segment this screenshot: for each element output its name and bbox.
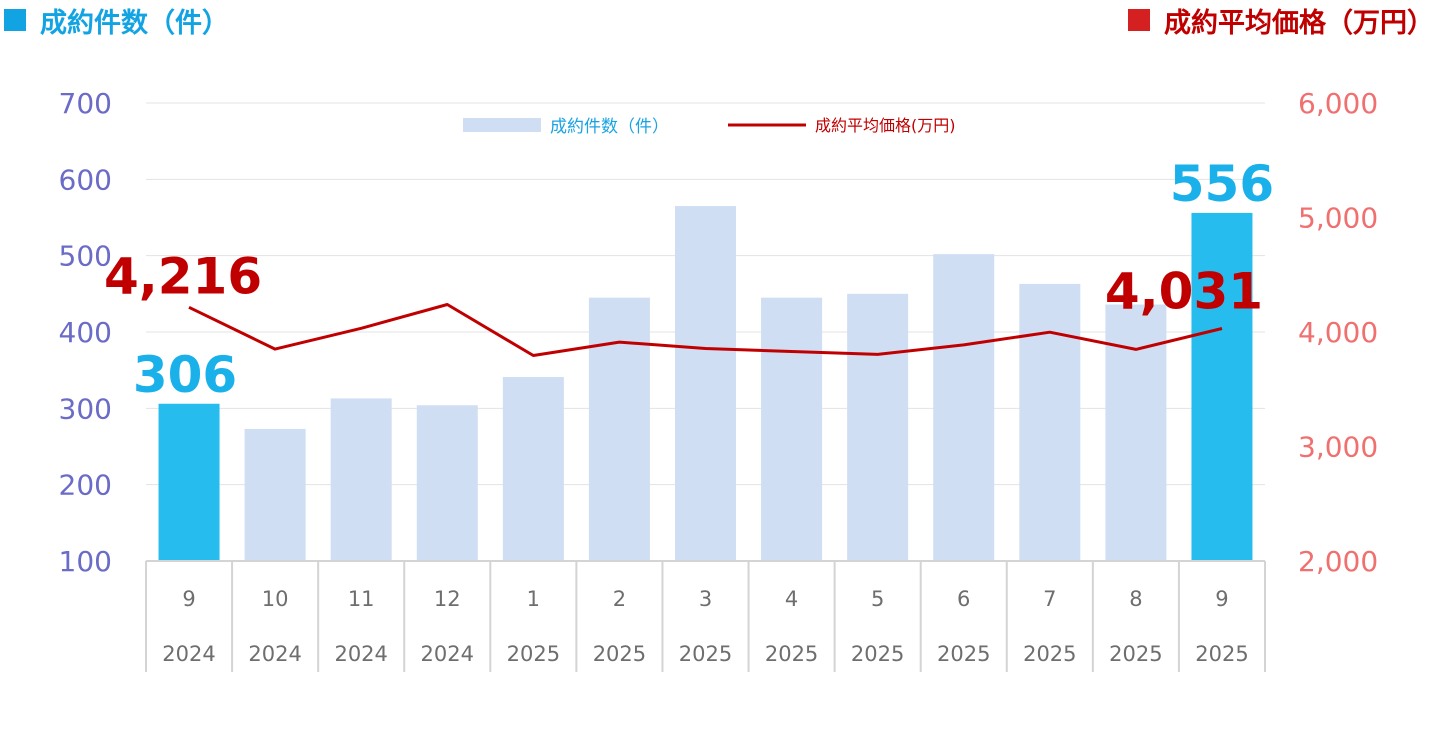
count-bar: [502, 377, 564, 561]
x-tick-month: 7: [1043, 587, 1056, 611]
count-bar: [416, 405, 478, 561]
count-bar: [1019, 283, 1081, 561]
right-tick-label: 2,000: [1298, 545, 1378, 578]
right-tick-label: 6,000: [1298, 87, 1378, 120]
left-tick-label: 600: [59, 163, 112, 196]
x-tick-month: 1: [527, 587, 540, 611]
count-bar: [244, 428, 306, 561]
x-tick-year: 2024: [248, 642, 301, 666]
count-bar: [933, 254, 995, 561]
x-tick-month: 12: [434, 587, 461, 611]
price-line: [188, 303, 1223, 357]
left-tick-label: 100: [59, 545, 112, 578]
left-axis-title: 成約件数（件）: [4, 0, 229, 40]
legend-bar-swatch-icon: [463, 118, 541, 132]
left-tick-label: 300: [59, 392, 112, 425]
right-tick-label: 4,000: [1298, 316, 1378, 349]
left-tick-label: 700: [59, 87, 112, 120]
x-tick-year: 2025: [593, 642, 646, 666]
count-bar: [761, 297, 823, 561]
x-tick-month: 10: [262, 587, 289, 611]
x-tick-year: 2024: [421, 642, 474, 666]
x-tick-month: 2: [613, 587, 626, 611]
x-tick-year: 2025: [1195, 642, 1248, 666]
x-tick-year: 2025: [851, 642, 904, 666]
legend-line-label: 成約平均価格(万円): [815, 116, 956, 135]
x-tick-year: 2024: [334, 642, 387, 666]
x-tick-month: 6: [957, 587, 970, 611]
first-count-label: 306: [133, 346, 237, 404]
count-legend-square-icon: [4, 9, 26, 31]
count-bar: [158, 403, 220, 561]
last-count-label: 556: [1170, 155, 1274, 213]
left-tick-label: 400: [59, 316, 112, 349]
x-tick-month: 9: [1215, 587, 1228, 611]
x-tick-year: 2025: [1109, 642, 1162, 666]
last-price-label: 4,031: [1105, 262, 1263, 320]
left-axis-title-text: 成約件数（件）: [40, 7, 229, 39]
first-price-label: 4,216: [104, 247, 262, 305]
count-bar: [588, 297, 650, 561]
count-bar: [1105, 304, 1167, 561]
x-tick-month: 9: [182, 587, 195, 611]
right-axis-title: 成約平均価格（万円）: [1128, 0, 1434, 40]
count-bar: [330, 398, 392, 561]
right-tick-label: 3,000: [1298, 431, 1378, 464]
legend-bar-label: 成約件数（件）: [550, 117, 669, 137]
count-bar: [847, 293, 909, 561]
x-tick-month: 8: [1129, 587, 1142, 611]
x-tick-month: 4: [785, 587, 798, 611]
x-tick-year: 2025: [937, 642, 990, 666]
x-tick-year: 2024: [162, 642, 215, 666]
right-tick-label: 5,000: [1298, 202, 1378, 235]
x-tick-year: 2025: [765, 642, 818, 666]
count-bar: [675, 206, 736, 562]
x-tick-year: 2025: [1023, 642, 1076, 666]
x-tick-month: 3: [699, 587, 712, 611]
x-tick-month: 11: [348, 587, 375, 611]
count-bar: [1191, 212, 1253, 562]
price-legend-square-icon: [1128, 9, 1150, 31]
left-tick-label: 200: [59, 469, 112, 502]
x-tick-month: 5: [871, 587, 884, 611]
x-tick-year: 2025: [507, 642, 560, 666]
left-tick-label: 500: [59, 240, 112, 273]
x-tick-year: 2025: [679, 642, 732, 666]
right-axis-title-text: 成約平均価格（万円）: [1164, 7, 1434, 39]
